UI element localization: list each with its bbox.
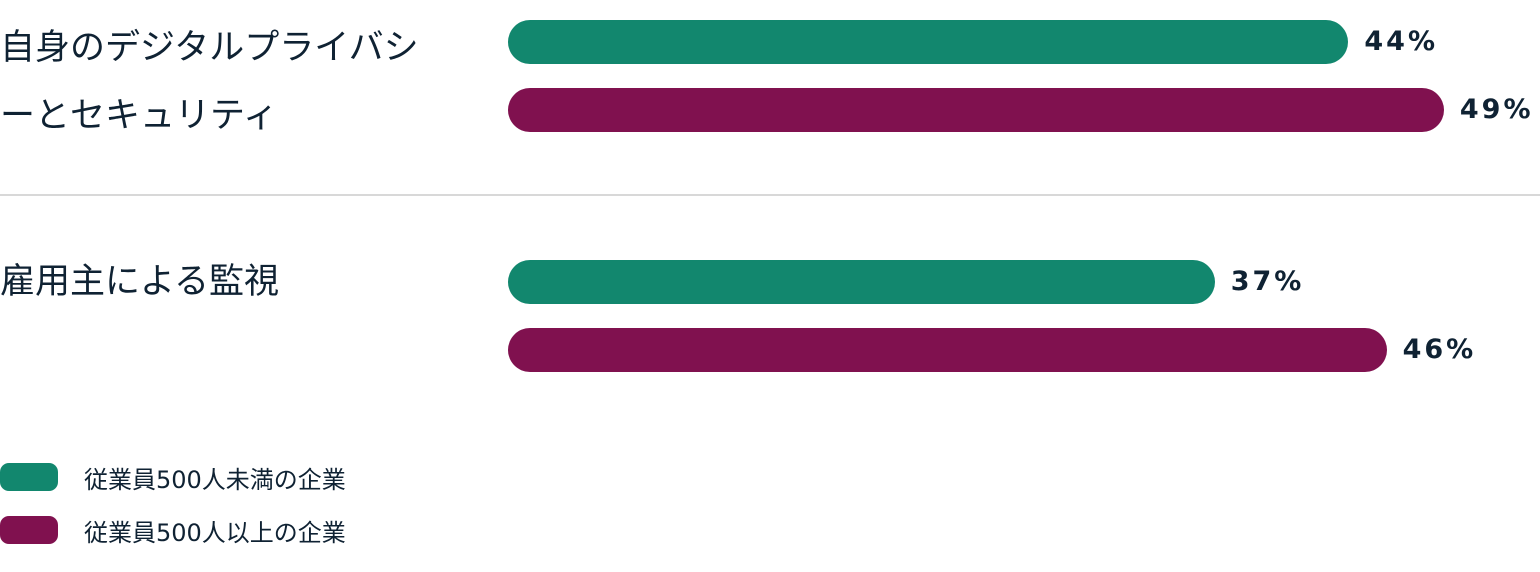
- legend-item: 従業員500人以上の企業: [0, 516, 346, 547]
- category-label: 雇用主による監視: [0, 262, 279, 302]
- value-label: 46%: [1402, 334, 1477, 365]
- bar: [508, 88, 1444, 132]
- legend-swatch: [0, 463, 58, 491]
- bar: [508, 260, 1215, 304]
- legend-label: 従業員500人以上の企業: [84, 518, 346, 547]
- group-divider: [0, 194, 1540, 196]
- bar: [508, 328, 1387, 372]
- category-label: 自身のデジタルプライバシーとセキュリティ: [0, 28, 419, 136]
- bar: [508, 20, 1349, 64]
- value-label: 49%: [1459, 94, 1534, 125]
- legend-swatch: [0, 516, 58, 544]
- legend-label: 従業員500人未満の企業: [84, 465, 346, 494]
- value-label: 37%: [1230, 266, 1305, 297]
- value-label: 44%: [1364, 26, 1439, 57]
- legend-item: 従業員500人未満の企業: [0, 463, 346, 494]
